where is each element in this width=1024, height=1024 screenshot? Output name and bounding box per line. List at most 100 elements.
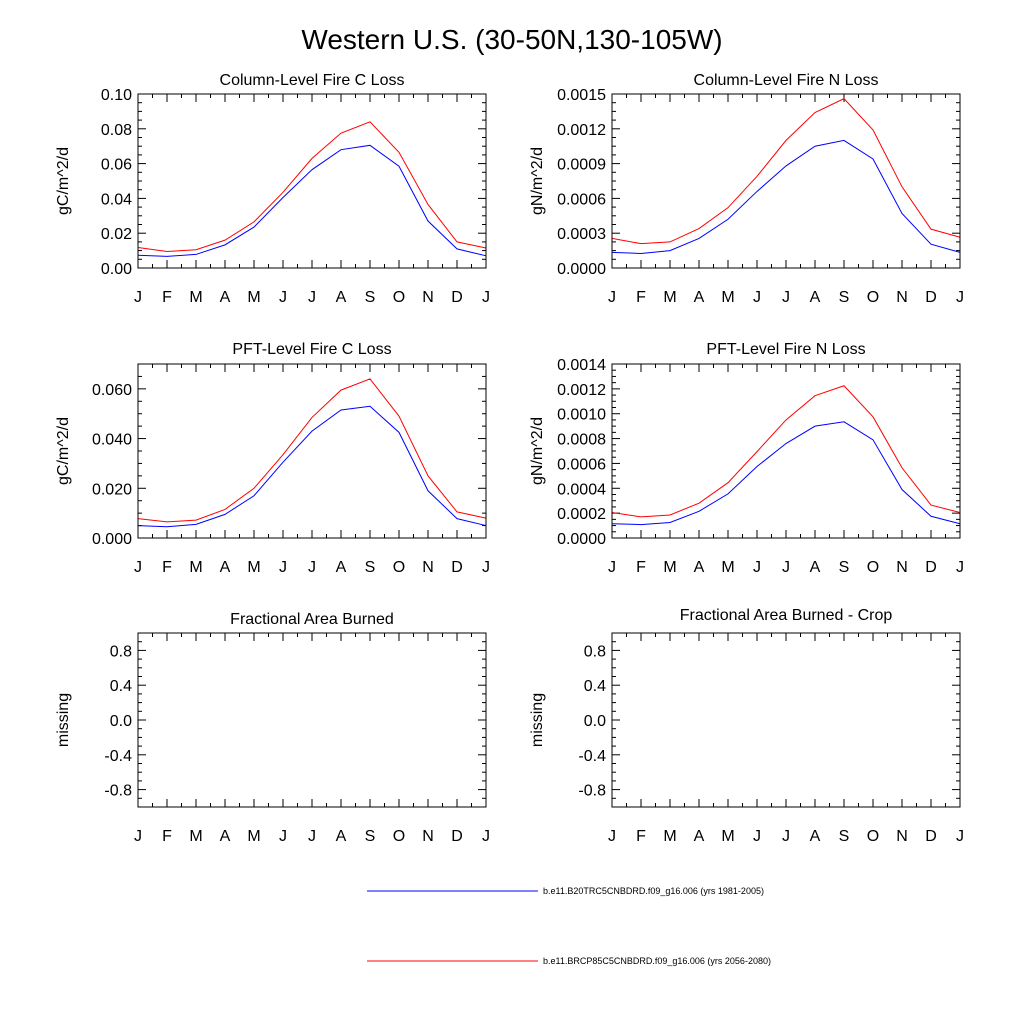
x-tick-label: J bbox=[608, 828, 616, 845]
series-line-red bbox=[611, 98, 961, 245]
series-line-blue bbox=[137, 144, 487, 257]
y-tick-label: 0.06 bbox=[101, 157, 132, 174]
x-tick-label: N bbox=[896, 828, 908, 845]
legend-label: b.e11.B20TRC5CNBDRD.f09_g16.006 (yrs 198… bbox=[543, 886, 764, 896]
x-tick-label: J bbox=[308, 559, 316, 576]
panel-title: Fractional Area Burned bbox=[230, 611, 394, 628]
x-tick-label: J bbox=[782, 289, 790, 306]
series-line-red bbox=[137, 121, 487, 252]
x-tick-label: J bbox=[279, 559, 287, 576]
plot-frame bbox=[137, 363, 487, 539]
y-axis-label: missing bbox=[55, 693, 72, 747]
x-tick-label: J bbox=[753, 289, 761, 306]
y-tick-label: 0.8 bbox=[584, 643, 606, 660]
x-tick-label: J bbox=[608, 559, 616, 576]
y-tick-label: 0.0008 bbox=[557, 432, 606, 449]
y-tick-label: 0.0014 bbox=[557, 357, 606, 374]
panel-title: Column-Level Fire N Loss bbox=[694, 72, 879, 89]
y-tick-label: -0.8 bbox=[104, 783, 132, 800]
x-tick-label: A bbox=[694, 828, 705, 845]
y-axis-label: gC/m^2/d bbox=[55, 417, 72, 485]
panel-title: PFT-Level Fire C Loss bbox=[232, 341, 391, 358]
x-tick-label: D bbox=[925, 828, 937, 845]
x-tick-label: M bbox=[663, 289, 676, 306]
y-tick-label: 0.10 bbox=[101, 87, 132, 104]
x-tick-label: J bbox=[608, 289, 616, 306]
x-tick-label: D bbox=[451, 289, 463, 306]
x-tick-label: A bbox=[694, 559, 705, 576]
x-tick-label: O bbox=[393, 828, 405, 845]
y-tick-label: -0.4 bbox=[578, 748, 606, 765]
plot-frame bbox=[611, 632, 961, 808]
y-tick-label: 0.060 bbox=[92, 382, 132, 399]
y-axis-label: gC/m^2/d bbox=[55, 147, 72, 215]
x-tick-label: M bbox=[247, 828, 260, 845]
x-tick-label: J bbox=[482, 559, 490, 576]
y-axis-label: gN/m^2/d bbox=[529, 147, 546, 215]
plot-frame bbox=[611, 363, 961, 539]
x-tick-label: J bbox=[753, 828, 761, 845]
x-tick-label: S bbox=[839, 828, 850, 845]
y-tick-label: 0.020 bbox=[92, 481, 132, 498]
x-tick-label: O bbox=[867, 289, 879, 306]
x-tick-label: N bbox=[422, 289, 434, 306]
x-tick-label: A bbox=[336, 828, 347, 845]
x-tick-label: A bbox=[220, 828, 231, 845]
x-tick-label: M bbox=[721, 289, 734, 306]
y-tick-label: 0.0002 bbox=[557, 506, 606, 523]
x-tick-label: A bbox=[336, 289, 347, 306]
x-tick-label: J bbox=[482, 828, 490, 845]
x-tick-label: O bbox=[867, 559, 879, 576]
series-line-red bbox=[611, 385, 961, 518]
legend-label: b.e11.BRCP85C5CNBDRD.f09_g16.006 (yrs 20… bbox=[543, 956, 771, 966]
x-tick-label: S bbox=[365, 289, 376, 306]
x-tick-label: M bbox=[247, 289, 260, 306]
y-axis-label: gN/m^2/d bbox=[529, 417, 546, 485]
y-tick-label: 0.0 bbox=[110, 713, 132, 730]
x-tick-label: O bbox=[393, 559, 405, 576]
x-tick-label: N bbox=[422, 559, 434, 576]
panel-title: Fractional Area Burned - Crop bbox=[680, 607, 893, 624]
x-tick-label: S bbox=[365, 828, 376, 845]
y-tick-label: 0.8 bbox=[110, 643, 132, 660]
x-tick-label: J bbox=[134, 559, 142, 576]
y-tick-label: 0.0015 bbox=[557, 87, 606, 104]
x-tick-label: M bbox=[189, 289, 202, 306]
x-tick-label: M bbox=[189, 559, 202, 576]
x-tick-label: J bbox=[782, 559, 790, 576]
x-tick-label: A bbox=[694, 289, 705, 306]
x-tick-label: F bbox=[162, 828, 172, 845]
x-tick-label: N bbox=[422, 828, 434, 845]
series-line-blue bbox=[611, 139, 961, 255]
x-tick-label: J bbox=[279, 289, 287, 306]
x-tick-label: M bbox=[721, 828, 734, 845]
x-tick-label: S bbox=[839, 289, 850, 306]
x-tick-label: F bbox=[162, 559, 172, 576]
y-tick-label: 0.02 bbox=[101, 226, 132, 243]
x-tick-label: J bbox=[134, 828, 142, 845]
x-tick-label: A bbox=[810, 559, 821, 576]
x-tick-label: M bbox=[663, 828, 676, 845]
y-tick-label: 0.4 bbox=[110, 678, 132, 695]
x-tick-label: O bbox=[393, 289, 405, 306]
x-tick-label: D bbox=[451, 828, 463, 845]
x-tick-label: D bbox=[925, 559, 937, 576]
x-tick-label: F bbox=[636, 289, 646, 306]
x-tick-label: S bbox=[839, 559, 850, 576]
plot-frame bbox=[611, 93, 961, 269]
y-tick-label: 0.08 bbox=[101, 122, 132, 139]
x-tick-label: F bbox=[636, 559, 646, 576]
x-tick-label: J bbox=[134, 289, 142, 306]
x-tick-label: M bbox=[189, 828, 202, 845]
y-tick-label: 0.0006 bbox=[557, 456, 606, 473]
x-tick-label: J bbox=[482, 289, 490, 306]
y-tick-label: 0.0000 bbox=[557, 261, 606, 278]
series-line-blue bbox=[611, 421, 961, 526]
x-tick-label: N bbox=[896, 559, 908, 576]
y-tick-label: 0.0 bbox=[584, 713, 606, 730]
